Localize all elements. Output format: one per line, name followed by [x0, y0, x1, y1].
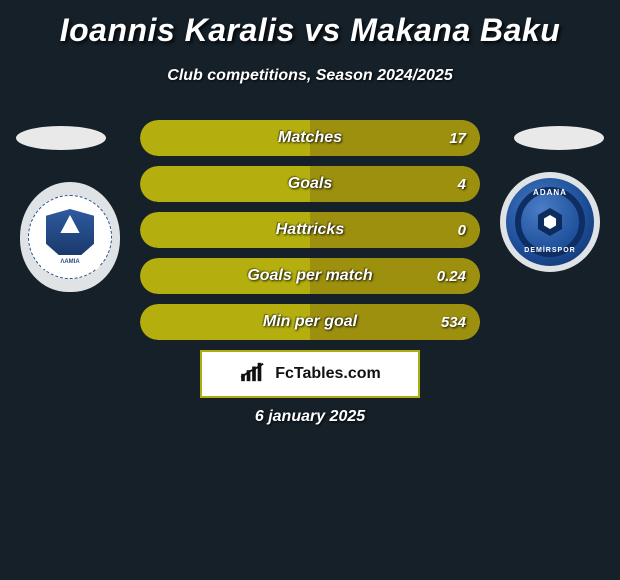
stat-value-right: 0 [458, 212, 466, 248]
team-logo-left: ΛΑΜΙΑ [20, 182, 120, 292]
team-right-bottom-text: DEMİRSPOR [506, 247, 594, 254]
stat-label: Min per goal [140, 304, 480, 340]
stat-row: Hattricks0 [140, 212, 480, 248]
page-title: Ioannis Karalis vs Makana Baku [0, 0, 620, 49]
page-subtitle: Club competitions, Season 2024/2025 [0, 67, 620, 85]
stats-panel: Matches17 Goals4 Hattricks0 Goals per match… [140, 120, 480, 350]
player-marker-right [514, 126, 604, 150]
stat-label: Goals per match [140, 258, 480, 294]
brand-badge[interactable]: FcTables.com [200, 350, 420, 398]
stat-label: Matches [140, 120, 480, 156]
brand-text: FcTables.com [275, 365, 381, 383]
team-left-label: ΛΑΜΙΑ [41, 255, 99, 269]
stat-value-right: 4 [458, 166, 466, 202]
stat-label: Goals [140, 166, 480, 202]
stat-row: Min per goal534 [140, 304, 480, 340]
date-text: 6 january 2025 [255, 408, 365, 426]
stat-row: Goals per match0.24 [140, 258, 480, 294]
team-logo-right: ADANA DEMİRSPOR [500, 172, 600, 272]
stat-value-right: 17 [449, 120, 466, 156]
team-right-top-text: ADANA [506, 188, 594, 197]
stat-label: Hattricks [140, 212, 480, 248]
stat-row: Matches17 [140, 120, 480, 156]
stat-value-right: 534 [441, 304, 466, 340]
player-marker-left [16, 126, 106, 150]
chart-icon [239, 361, 269, 388]
stat-row: Goals4 [140, 166, 480, 202]
stat-value-right: 0.24 [437, 258, 466, 294]
